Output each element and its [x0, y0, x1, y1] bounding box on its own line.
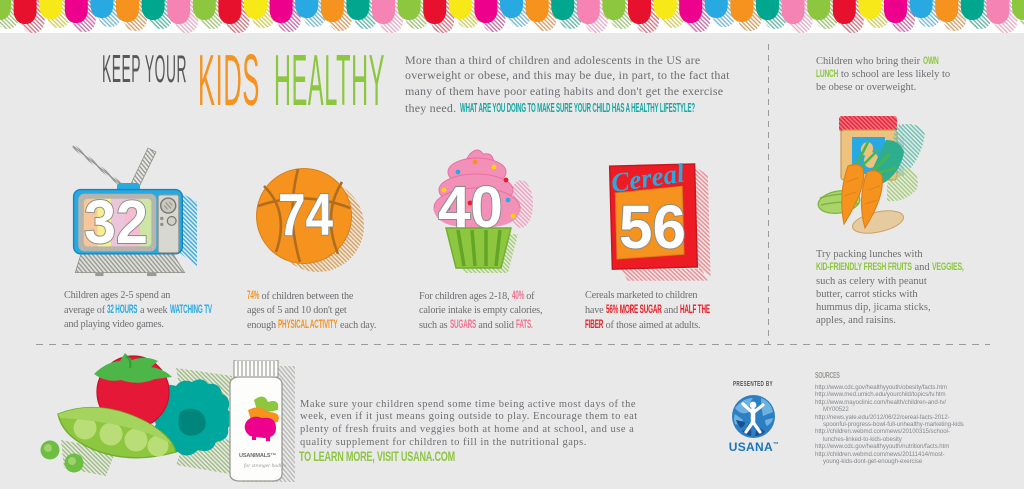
svg-text:for stronger bodies: for stronger bodies — [244, 462, 286, 469]
svg-text:USANIMALS™: USANIMALS™ — [239, 453, 276, 459]
